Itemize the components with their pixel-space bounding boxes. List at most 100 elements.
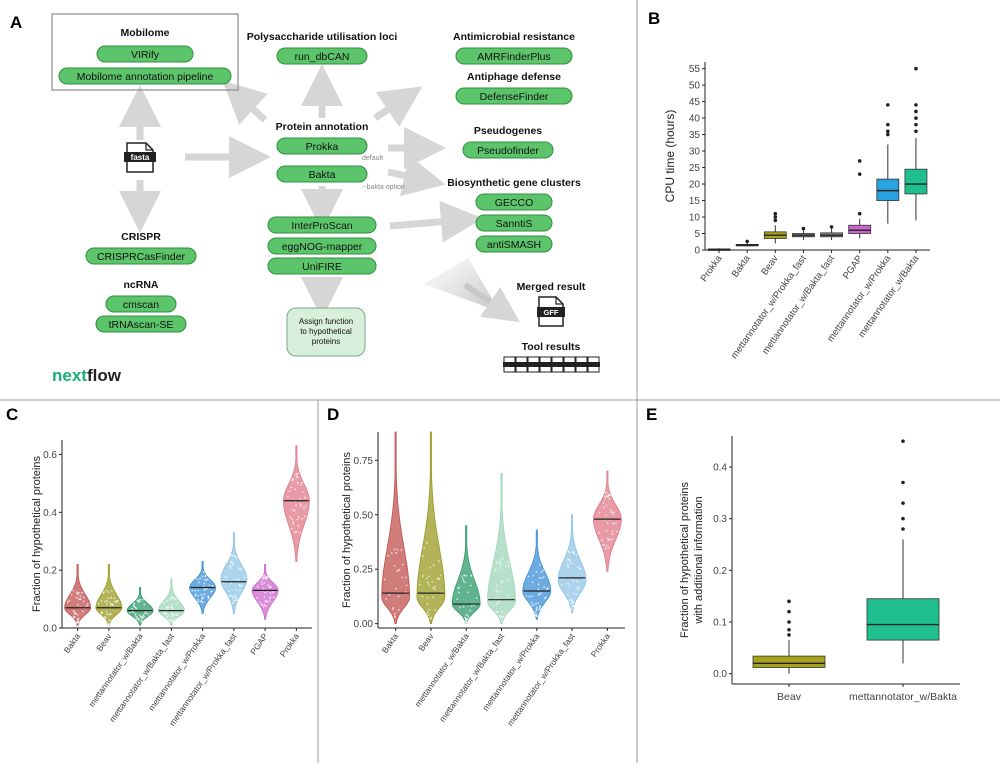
- violin-dot: [296, 476, 299, 479]
- tool-run-dbcan-shape: [276, 47, 368, 65]
- y-tick-label: 0.3: [713, 514, 727, 525]
- violin-dot: [304, 496, 306, 499]
- tool-defensefinder-label: DefenseFinder: [480, 91, 549, 103]
- violin-dot: [465, 619, 468, 622]
- violin-dot: [567, 563, 569, 566]
- violin-dot: [456, 598, 459, 601]
- x-tick-label: Bakta: [730, 253, 753, 280]
- tool-antismash: antiSMASH: [475, 235, 553, 253]
- violin-dot: [500, 589, 503, 592]
- violin-dot: [535, 607, 538, 610]
- violin-dot: [611, 538, 613, 540]
- violin-mettannotator_w/Bakta: [126, 587, 154, 626]
- violin-dot: [269, 586, 272, 589]
- workflow-arrows: [119, 64, 483, 319]
- tool-eggnog-mapper-shape: [267, 237, 377, 255]
- box-Beav: [763, 211, 787, 244]
- violin-dot: [535, 571, 538, 573]
- violin-dot: [507, 561, 510, 564]
- outlier-point: [901, 527, 905, 531]
- violin-dot: [542, 576, 545, 579]
- tool-antismash-label: antiSMASH: [487, 239, 541, 251]
- logo-part-next: next: [52, 366, 87, 385]
- tool-prokka: Prokka: [276, 137, 368, 155]
- violin-dot: [498, 562, 501, 565]
- bakta-option-note: --bakta option: [362, 184, 405, 191]
- tool-virify: VIRify: [96, 45, 194, 63]
- outlier-point: [829, 225, 834, 229]
- violin-dot: [113, 597, 116, 600]
- outlier-point: [914, 103, 918, 107]
- violin-dot: [85, 605, 88, 607]
- violin-dot: [207, 597, 210, 600]
- violin-dot: [498, 567, 501, 569]
- violin-dot: [231, 601, 234, 604]
- violin-dot: [567, 550, 570, 553]
- violin-dot: [540, 577, 543, 579]
- violin-body: [126, 587, 154, 626]
- violin-dot: [611, 513, 614, 516]
- violin-dot: [198, 581, 200, 584]
- violin-dot: [503, 613, 506, 615]
- box-Bakta: [735, 239, 759, 247]
- violin-dot: [289, 516, 292, 519]
- violin-dot: [109, 601, 112, 604]
- y-tick-label: 35: [689, 130, 701, 141]
- violin-dot: [176, 613, 179, 616]
- violin-dot: [138, 614, 141, 616]
- violin-dot: [287, 496, 289, 498]
- violin-dot: [292, 522, 294, 525]
- mobilome-title: Mobilome: [121, 27, 170, 39]
- x-tick-label: Beav: [759, 253, 781, 277]
- violin-dot: [388, 594, 391, 596]
- violin-dot: [269, 596, 272, 598]
- violin-dot: [494, 569, 497, 572]
- violin-dot: [397, 595, 400, 598]
- violin-dot: [162, 602, 165, 604]
- violin-dot: [604, 497, 607, 499]
- violin-dot: [614, 521, 617, 524]
- violin-dot: [458, 591, 460, 594]
- violin-dot: [532, 574, 534, 577]
- outlier-point: [787, 620, 791, 624]
- chart-b-ylabel: CPU time (hours): [663, 110, 677, 203]
- violin-dot: [100, 600, 103, 602]
- violin-dot: [169, 618, 172, 621]
- violin-dot: [396, 570, 399, 573]
- tool-virify-label: VIRify: [131, 49, 160, 61]
- violin-dot: [604, 547, 607, 550]
- violin-dot: [541, 569, 544, 572]
- violin-dot: [72, 589, 75, 592]
- violin-dot: [470, 584, 472, 587]
- violin-dot: [147, 613, 150, 616]
- violin-dot: [261, 583, 263, 586]
- tool-pseudofinder-shape: [462, 141, 554, 159]
- violin-dot: [291, 518, 294, 521]
- violin-dot: [197, 594, 200, 597]
- violin-dot: [302, 507, 305, 510]
- violin-dot: [296, 518, 299, 521]
- y-tick-label: 0.00: [354, 619, 374, 630]
- assign-function-shape: [286, 307, 366, 357]
- outlier-point: [914, 116, 918, 120]
- violin-dot: [423, 547, 426, 550]
- y-tick-label: 0.75: [354, 456, 374, 467]
- violin-dot: [230, 560, 233, 563]
- violin-dot: [603, 495, 606, 498]
- default-note: default: [362, 155, 383, 162]
- violin-dot: [608, 497, 611, 500]
- y-tick-label: 30: [689, 147, 701, 158]
- violin-dot: [498, 600, 501, 603]
- violin-dot: [76, 618, 79, 621]
- violin-dot: [571, 550, 574, 553]
- violin-dot: [605, 495, 608, 498]
- violin-mettannotator_w/Prokka_fast: [220, 532, 248, 614]
- violin-dot: [76, 613, 79, 616]
- violin-dot: [536, 606, 538, 609]
- violin-dot: [572, 552, 575, 554]
- violin-dot: [79, 595, 82, 598]
- violin-dot: [393, 548, 396, 551]
- violin-dot: [598, 531, 600, 534]
- violin-dot: [505, 564, 508, 567]
- violin-dot: [141, 620, 143, 622]
